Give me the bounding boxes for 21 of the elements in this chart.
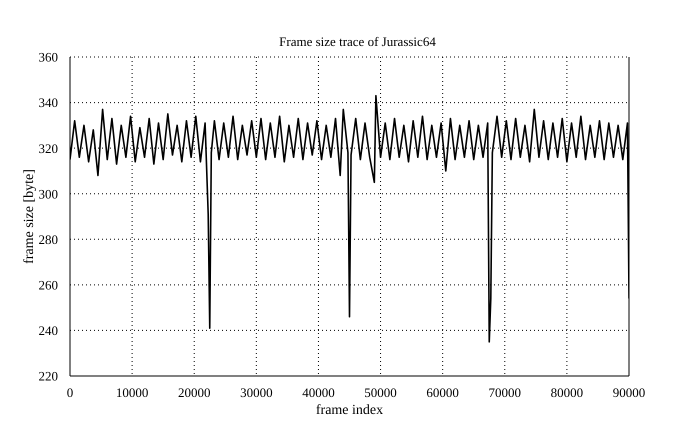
y-tick-label: 320 (38, 140, 58, 156)
x-tick-label: 80000 (550, 385, 584, 400)
x-tick-label: 10000 (116, 385, 148, 400)
y-tick-label: 300 (38, 186, 58, 202)
x-tick-label: 90000 (612, 385, 646, 400)
x-tick-label: 50000 (364, 385, 397, 400)
x-tick-label: 40000 (302, 385, 335, 400)
y-tick-label: 260 (38, 277, 58, 292)
y-tick-label: 360 (38, 50, 58, 65)
x-tick-label: 30000 (240, 385, 273, 400)
x-tick-label: 20000 (178, 385, 210, 400)
x-axis-title: frame index (316, 403, 384, 418)
x-tick-label: 70000 (488, 385, 522, 400)
y-tick-label: 240 (38, 323, 58, 338)
y-tick-label: 340 (38, 95, 58, 110)
x-tick-label: 60000 (426, 385, 459, 400)
x-tick-label: 0 (66, 385, 74, 400)
y-tick-label: 220 (38, 368, 58, 384)
y-axis-title: frame size [byte] (22, 169, 37, 264)
chart-title: Frame size trace of Jurassic64 (278, 34, 437, 50)
y-tick-label: 280 (38, 232, 58, 247)
